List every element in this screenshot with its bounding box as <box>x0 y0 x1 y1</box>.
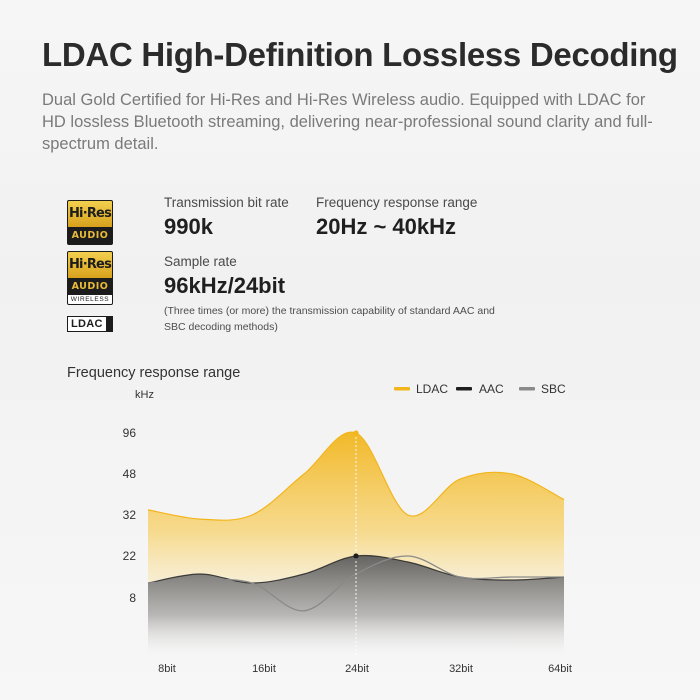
x-tick-label: 32bit <box>449 663 473 675</box>
legend-label: SBC <box>541 382 566 396</box>
legend-swatch <box>456 387 472 391</box>
intro-description: Dual Gold Certified for Hi-Res and Hi-Re… <box>42 91 653 153</box>
ldac-peak-marker <box>353 430 359 436</box>
aac-peak-marker <box>353 553 359 559</box>
spec-sample-value: 96kHz/24bit <box>164 273 286 298</box>
spec-bitrate: Transmission bit rate 990k <box>164 195 289 240</box>
y-tick-label: 8 <box>129 591 136 605</box>
page-title: LDAC High-Definition Lossless Decoding <box>42 36 678 73</box>
x-tick-label: 24bit <box>345 663 369 675</box>
y-tick-label: 22 <box>123 549 137 563</box>
spec-sample-label: Sample rate <box>164 254 237 269</box>
badge-hires-bottom: AUDIO <box>71 230 109 241</box>
spec-sample-rate: Sample rate 96kHz/24bit <box>164 254 285 299</box>
spec-frequency: Frequency response range 20Hz ~ 40kHz <box>316 195 477 240</box>
spec-frequency-value: 20Hz ~ 40kHz <box>316 214 457 239</box>
badge-wireless-bottom: AUDIO <box>71 281 109 292</box>
x-tick-label: 8bit <box>158 663 176 675</box>
ldac-badge: LDAC <box>67 316 113 332</box>
ldac-logo: LDAC <box>67 316 113 332</box>
y-axis-unit-label: kHz <box>135 389 154 401</box>
badge-wireless-label: WIRELESS <box>68 295 112 304</box>
spec-note: (Three times (or more) the transmission … <box>164 305 495 333</box>
badge-wireless-top: Hi·Res <box>68 252 112 278</box>
hi-res-wireless-badge: Hi·Res AUDIO WIRELESS <box>67 251 113 305</box>
hi-res-audio-badge: Hi·Res AUDIO <box>67 200 113 245</box>
legend-swatch <box>519 387 535 391</box>
x-tick-label: 16bit <box>252 663 276 675</box>
badge-hires-top: Hi·Res <box>68 201 112 227</box>
spec-frequency-label: Frequency response range <box>316 195 478 210</box>
legend-label: AAC <box>479 382 504 396</box>
legend-swatch <box>394 387 410 391</box>
legend-label: LDAC <box>416 382 448 396</box>
chart-title: Frequency response range <box>67 365 241 381</box>
y-tick-label: 96 <box>123 426 137 440</box>
spec-bitrate-value: 990k <box>164 214 213 239</box>
spec-bitrate-label: Transmission bit rate <box>164 195 289 210</box>
y-tick-label: 48 <box>123 467 137 481</box>
y-tick-label: 32 <box>123 508 137 522</box>
x-tick-label: 64bit <box>548 663 572 675</box>
